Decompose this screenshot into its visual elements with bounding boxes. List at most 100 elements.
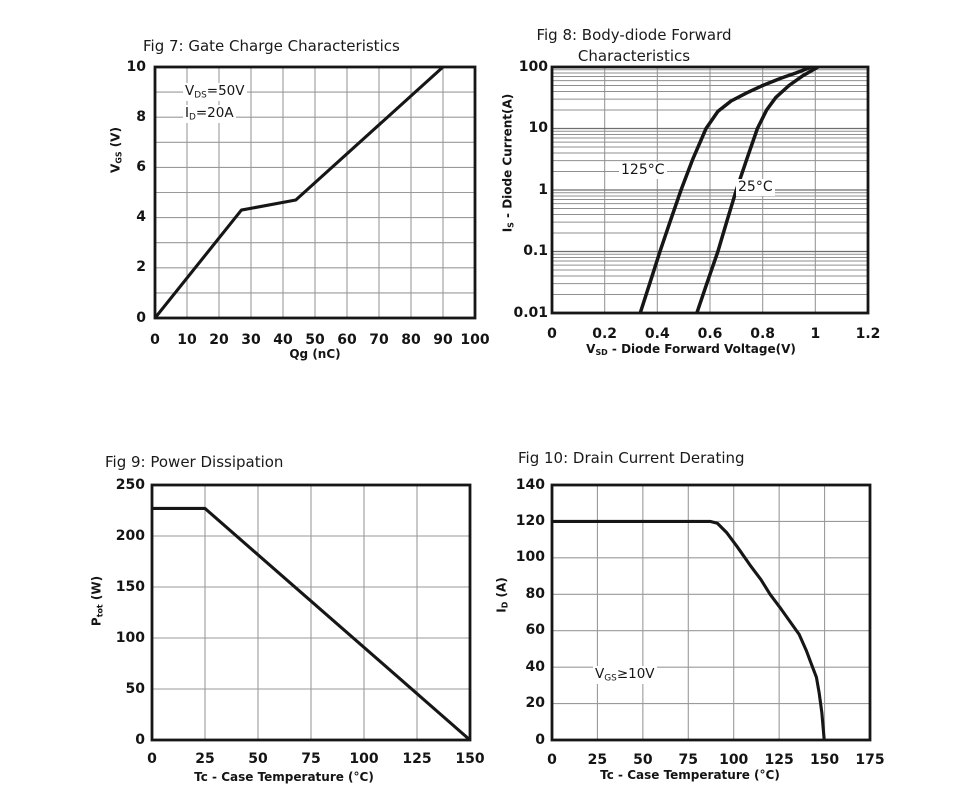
label-text: V — [595, 666, 605, 682]
fig8-x-tick-label: 1.2 — [855, 326, 881, 342]
label-text: (V) — [108, 127, 123, 152]
fig8-x-tick-label: 0.4 — [644, 326, 670, 342]
fig9-x-tick-label: 0 — [147, 751, 157, 767]
subscript-text: GS — [604, 673, 617, 684]
fig8-y-tick-label: 1 — [538, 181, 548, 198]
fig8-body-diode-plot — [550, 65, 870, 315]
subscript-text: SD — [595, 348, 608, 358]
fig10-x-tick-label: 25 — [587, 752, 608, 768]
fig9-x-axis-label: Tc - Case Temperature (°C) — [194, 770, 374, 784]
subscript-text: tot — [95, 604, 105, 618]
fig7-title: Fig 7: Gate Charge Characteristics — [143, 37, 400, 55]
fig9-x-tick-label: 50 — [248, 751, 268, 767]
fig10-y-tick-label: 120 — [515, 512, 545, 529]
fig10-y-tick-label: 0 — [535, 731, 545, 748]
fig8-x-tick-label: 0.2 — [592, 326, 618, 342]
label-text: P — [89, 617, 104, 627]
fig7-x-tick-label: 40 — [273, 332, 293, 348]
fig9-title: Fig 9: Power Dissipation — [105, 453, 284, 471]
fig10-x-tick-label: 125 — [764, 752, 794, 768]
fig7-x-axis-label: Qg (nC) — [289, 347, 340, 361]
fig9-y-tick-label: 150 — [115, 578, 145, 595]
label-text: Tc - Case Temperature (°C) — [600, 768, 780, 782]
fig7-condition-vds-label: VDS=50V — [183, 83, 247, 102]
fig7-y-tick-label: 2 — [136, 259, 146, 276]
fig10-drain-derating-plot — [550, 483, 872, 742]
fig8-x-tick-label: 1 — [810, 326, 821, 342]
subscript-text: D — [188, 112, 196, 123]
label-text: =20A — [195, 105, 234, 121]
fig7-gate-charge-plot — [153, 65, 477, 320]
fig8-y-tick-label: 0.1 — [523, 243, 548, 259]
fig10-x-axis-label: Tc - Case Temperature (°C) — [600, 768, 780, 782]
fig7-x-tick-label: 50 — [305, 332, 325, 348]
fig8-title-line1: Fig 8: Body-diode Forward — [536, 26, 732, 44]
fig10-title: Fig 10: Drain Current Derating — [518, 449, 745, 467]
fig9-x-tick-label: 100 — [349, 751, 379, 767]
fig8-x-axis-label: VSD - Diode Forward Voltage(V) — [586, 342, 796, 357]
fig9-y-tick-label: 100 — [115, 629, 145, 646]
fig9-x-tick-label: 25 — [195, 751, 215, 767]
fig8-curve-label-25c: 25°C — [736, 179, 775, 196]
fig8-x-tick-label: 0 — [547, 326, 557, 342]
label-text: I — [500, 227, 515, 233]
fig9-x-tick-label: 75 — [301, 751, 321, 767]
subscript-text: S — [506, 222, 516, 228]
fig10-y-tick-label: 80 — [525, 585, 545, 602]
label-text: - Diode Forward Voltage(V) — [607, 342, 796, 356]
fig8-y-tick-label: 10 — [528, 120, 548, 136]
fig9-y-tick-label: 200 — [115, 527, 145, 544]
fig9-x-tick-label: 125 — [402, 751, 432, 767]
fig7-y-tick-label: 4 — [136, 209, 146, 226]
fig7-x-tick-label: 100 — [460, 332, 490, 348]
fig8-title-line2: Characteristics — [577, 47, 691, 65]
subscript-text: DS — [194, 90, 207, 101]
fig7-y-tick-label: 10 — [126, 58, 146, 75]
fig7-x-tick-label: 10 — [177, 332, 197, 348]
fig9-y-tick-label: 0 — [135, 731, 145, 748]
fig8-x-tick-label: 0.8 — [750, 326, 776, 342]
fig8-curve-label-125c: 125°C — [619, 162, 667, 179]
fig7-condition-id-label: ID=20A — [183, 105, 236, 124]
fig8-y-axis-label: IS - Diode Current(A) — [500, 94, 515, 233]
fig7-x-tick-label: 60 — [337, 332, 357, 348]
fig7-y-tick-label: 6 — [136, 158, 146, 175]
fig8-title: Fig 8: Body-diode Forward Characteristic… — [527, 25, 741, 67]
fig10-x-tick-label: 0 — [547, 752, 557, 768]
fig7-x-tick-label: 0 — [150, 332, 160, 348]
fig10-y-tick-label: 20 — [525, 695, 545, 712]
fig7-x-tick-label: 30 — [241, 332, 261, 348]
fig10-y-tick-label: 40 — [525, 658, 545, 675]
fig10-x-tick-label: 175 — [855, 752, 885, 768]
label-text: Qg (nC) — [289, 347, 341, 361]
fig9-y-tick-label: 50 — [125, 680, 145, 697]
fig10-x-tick-label: 50 — [633, 752, 653, 768]
fig10-x-tick-label: 150 — [809, 752, 840, 768]
fig10-x-tick-label: 75 — [678, 752, 699, 768]
label-text: V — [586, 342, 596, 356]
label-text: I — [185, 105, 189, 121]
fig10-x-tick-label: 100 — [719, 752, 749, 768]
fig8-x-tick-label: 0.6 — [697, 326, 723, 342]
fig7-x-tick-label: 70 — [369, 332, 389, 348]
label-text: Tc - Case Temperature (°C) — [194, 770, 374, 784]
fig7-x-tick-label: 90 — [433, 332, 453, 348]
label-text: 125°C — [621, 162, 665, 178]
fig7-x-tick-label: 80 — [401, 332, 421, 348]
fig9-power-dissipation-plot — [150, 483, 472, 742]
fig9-x-tick-label: 150 — [455, 751, 485, 767]
label-text: =50V — [206, 83, 245, 99]
fig9-y-tick-label: 250 — [115, 476, 145, 493]
label-text: V — [185, 83, 195, 99]
fig7-y-tick-label: 8 — [136, 108, 146, 125]
label-text: ≥10V — [616, 666, 655, 682]
label-text: I — [494, 608, 509, 613]
fig10-y-tick-label: 60 — [525, 622, 545, 639]
fig8-y-tick-label: 100 — [518, 58, 548, 75]
label-text: - Diode Current(A) — [500, 93, 515, 223]
fig10-y-tick-label: 100 — [515, 549, 545, 566]
label-text: 25°C — [738, 179, 773, 195]
fig8-y-tick-label: 0.01 — [513, 304, 548, 321]
fig10-condition-vgs-label: VGS≥10V — [593, 666, 657, 685]
